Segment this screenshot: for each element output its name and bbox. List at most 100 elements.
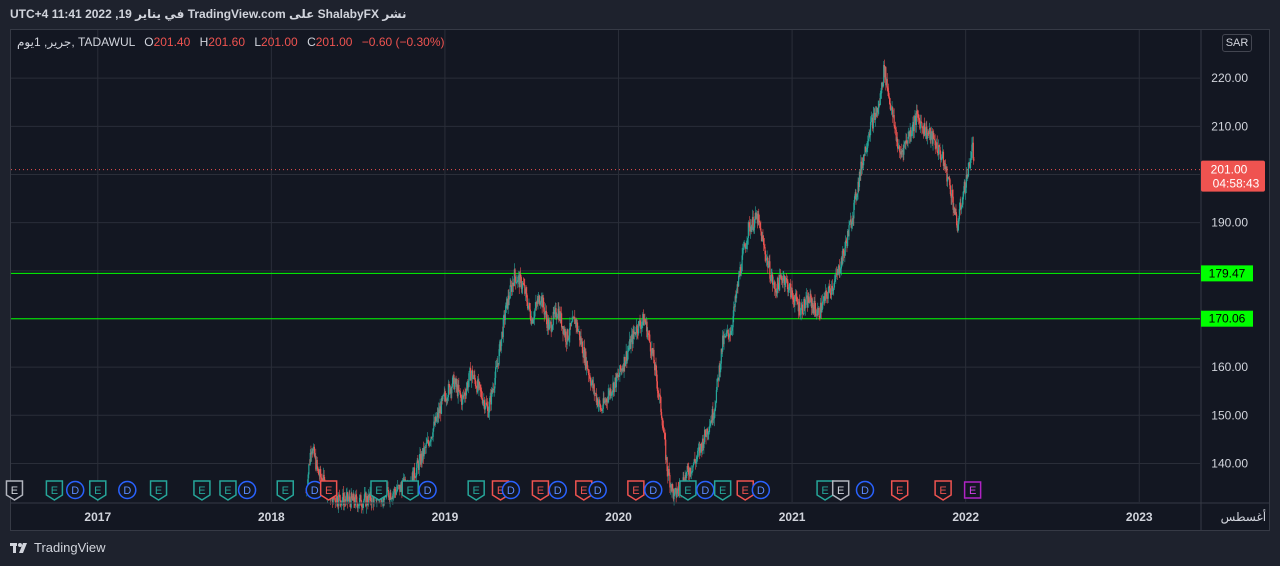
candle-body — [581, 341, 583, 345]
publish-caption: نشر ShalabyFX على TradingView.com في ينا… — [10, 7, 407, 21]
candle — [317, 468, 320, 475]
candle-body — [656, 381, 658, 392]
candle-body — [391, 498, 393, 499]
candle — [967, 162, 970, 177]
candle-body — [844, 240, 847, 249]
candle-body — [364, 493, 366, 495]
candle — [531, 311, 533, 326]
high-value: 201.60 — [208, 35, 245, 49]
candle-body — [311, 451, 313, 454]
candle — [364, 487, 366, 498]
candle — [695, 454, 697, 468]
candle — [783, 270, 785, 281]
candle — [773, 281, 775, 289]
candle — [948, 176, 950, 181]
candle-body — [418, 458, 420, 470]
candle — [422, 441, 425, 464]
candle-body — [547, 318, 549, 330]
candle-body — [833, 281, 836, 288]
candle-body — [699, 447, 701, 453]
candle-body — [865, 149, 867, 152]
candle-body — [436, 417, 438, 422]
candle-body — [309, 452, 311, 465]
candle — [849, 212, 852, 223]
candle-body — [843, 253, 845, 256]
candle — [772, 272, 774, 292]
candle-body — [624, 361, 627, 367]
candle — [903, 140, 906, 148]
candle-body — [597, 398, 599, 407]
candle — [529, 302, 531, 312]
candle-body — [932, 132, 934, 144]
candle-body — [450, 388, 452, 394]
candle — [723, 329, 725, 350]
candle-body — [336, 496, 338, 504]
candle — [387, 481, 389, 492]
candle — [886, 73, 888, 92]
candle-body — [706, 428, 708, 435]
candle — [671, 482, 673, 498]
candle-body — [867, 141, 869, 148]
candle-body — [317, 469, 320, 475]
candle-body — [860, 161, 863, 170]
candle — [431, 436, 433, 439]
candle — [631, 328, 634, 352]
candle — [824, 292, 826, 306]
candle — [566, 328, 568, 350]
candle — [765, 250, 767, 263]
candle — [803, 297, 805, 316]
currency-badge[interactable]: SAR — [1222, 34, 1252, 52]
candle — [501, 326, 504, 339]
candle — [744, 243, 747, 253]
candle-body — [818, 308, 820, 318]
candle — [844, 235, 847, 256]
candle — [842, 246, 844, 267]
candles — [305, 59, 975, 514]
candle-body — [488, 412, 490, 417]
candle-body — [692, 465, 694, 472]
symbol-name[interactable]: جرير, 1يوم, TADAWUL — [17, 35, 135, 49]
candle — [453, 371, 455, 390]
candle-body — [415, 467, 418, 477]
candle-body — [874, 112, 876, 120]
candle — [508, 288, 510, 306]
candle-body — [972, 142, 974, 145]
candle-body — [708, 431, 710, 433]
candle — [785, 273, 788, 284]
candle-body — [469, 368, 471, 372]
candle-body — [699, 443, 702, 453]
footer-brand[interactable]: TradingView — [10, 540, 106, 555]
candle-body — [790, 287, 793, 298]
candle — [310, 445, 312, 462]
candle-body — [569, 323, 571, 336]
candle-body — [754, 213, 756, 220]
candle — [810, 295, 813, 316]
countdown-label: 04:58:43 — [1213, 177, 1260, 191]
candle-body — [698, 447, 700, 450]
candle-body — [910, 133, 913, 137]
event-marker-label: E — [325, 485, 332, 497]
candle — [341, 497, 343, 507]
candle-body — [545, 310, 547, 319]
candle-body — [358, 497, 361, 505]
candle-body — [837, 268, 839, 275]
candle-body — [768, 261, 770, 266]
candle-body — [704, 429, 706, 443]
chart-frame[interactable] — [10, 29, 1270, 531]
candle — [669, 482, 672, 495]
candle — [336, 495, 338, 507]
candle-body — [733, 306, 736, 308]
candle — [466, 380, 468, 392]
event-marker-label: D — [123, 485, 131, 497]
candle — [504, 310, 506, 328]
candle-body — [744, 246, 747, 249]
candle-body — [835, 273, 837, 280]
candle-body — [743, 244, 745, 249]
candle-body — [366, 496, 368, 503]
candle — [488, 407, 490, 418]
candle — [885, 66, 887, 91]
candle — [430, 436, 432, 447]
event-marker-label: E — [632, 485, 639, 497]
candle — [517, 274, 519, 289]
